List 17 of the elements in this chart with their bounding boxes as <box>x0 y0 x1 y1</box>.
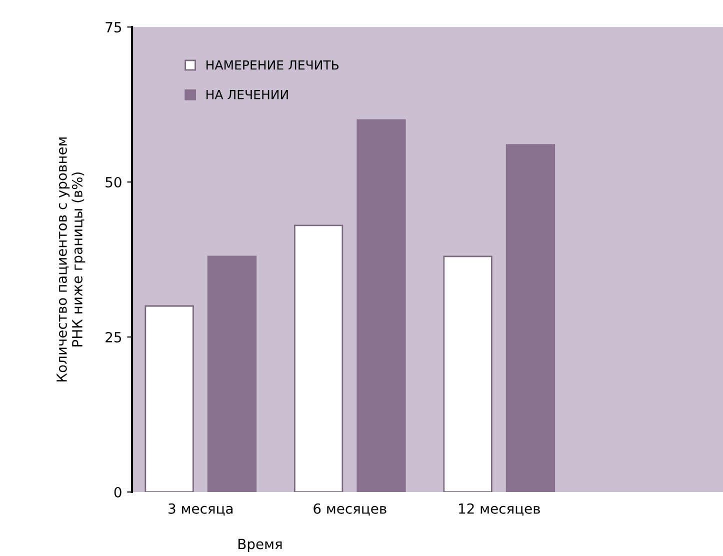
legend-label: НА ЛЕЧЕНИИ <box>206 90 288 100</box>
bar <box>294 224 344 492</box>
y-tick-label: 25 <box>106 332 122 342</box>
y-axis-title: Количество пациентов с уровнем РНК ниже границы (в%) <box>56 137 86 382</box>
bar <box>356 119 406 492</box>
y-tick-label: 50 <box>106 176 122 188</box>
bar <box>443 256 492 492</box>
x-tick-label: 6 месяцев <box>314 503 386 516</box>
x-tick-label: 12 месяцев <box>459 503 540 516</box>
bar <box>144 305 194 492</box>
legend-label: НАМЕРЕНИЕ ЛЕЧИТЬ <box>206 60 339 70</box>
y-tick-label: 75 <box>106 22 122 32</box>
y-tick-label: 0 <box>114 486 122 498</box>
bar <box>506 144 556 492</box>
bar <box>207 256 257 492</box>
x-axis-title: Время <box>238 538 282 552</box>
x-tick-label: 3 месяца <box>168 503 233 516</box>
